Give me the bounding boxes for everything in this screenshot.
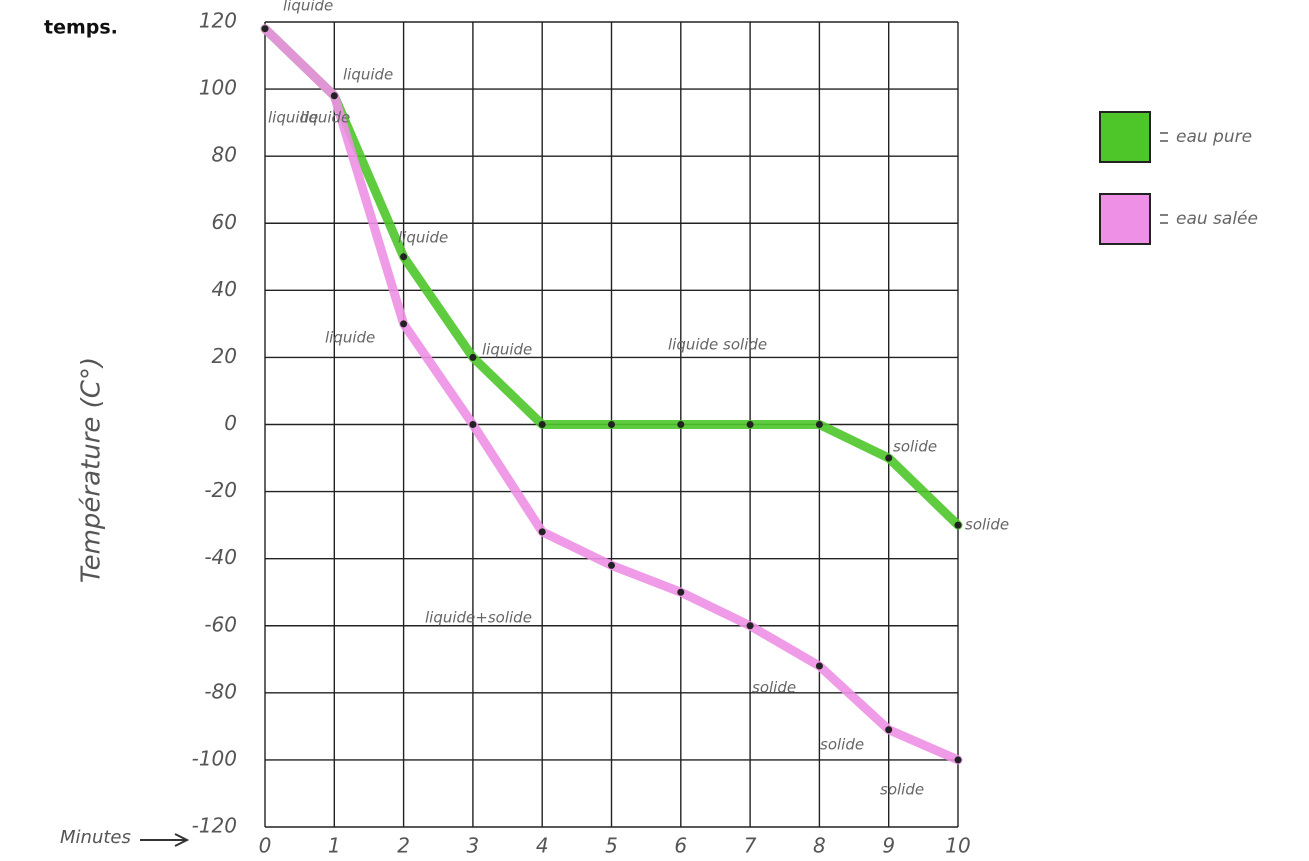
x-tick-label: 4 — [536, 834, 549, 858]
chart-title: temps. — [44, 17, 118, 39]
annotation: liquide — [300, 109, 350, 127]
data-point — [331, 92, 338, 99]
annotation: liquide — [343, 66, 393, 84]
data-point — [539, 421, 546, 428]
x-tick-label: 0 — [259, 834, 272, 858]
data-point — [400, 253, 407, 260]
y-tick-label: -100 — [192, 746, 237, 770]
legend-label: eau pure — [1176, 127, 1252, 147]
y-tick-label: 40 — [212, 277, 237, 301]
data-point — [400, 320, 407, 327]
y-tick-label: -20 — [204, 478, 237, 502]
x-axis-label: Minutes — [60, 827, 131, 848]
data-point — [469, 354, 476, 361]
annotation: liquide — [398, 229, 448, 247]
x-tick-label: 6 — [674, 834, 687, 858]
data-point — [816, 421, 823, 428]
data-point — [677, 589, 684, 596]
x-tick-label: 7 — [744, 834, 757, 858]
y-tick-label: -60 — [204, 612, 237, 636]
annotation: solide — [752, 679, 796, 697]
data-point — [469, 421, 476, 428]
x-tick-label: 2 — [397, 834, 410, 858]
y-tick-label: 0 — [224, 411, 237, 435]
legend-equals — [1160, 133, 1168, 141]
x-tick-label: 9 — [882, 834, 895, 858]
y-tick-label: -80 — [204, 679, 237, 703]
annotation: solide — [965, 516, 1009, 534]
data-point — [885, 726, 892, 733]
x-tick-label: 5 — [605, 834, 618, 858]
data-point — [262, 25, 269, 32]
y-tick-label: 20 — [212, 344, 237, 368]
annotation: liquide solide — [668, 336, 767, 354]
legend-equals — [1160, 215, 1168, 223]
legend-swatch — [1100, 194, 1150, 244]
annotation: liquide+solide — [425, 609, 532, 627]
data-point — [539, 528, 546, 535]
data-point — [955, 756, 962, 763]
data-point — [747, 421, 754, 428]
data-point — [955, 522, 962, 529]
y-tick-label: -40 — [204, 545, 237, 569]
x-tick-label: 10 — [945, 834, 970, 858]
annotation: solide — [893, 438, 937, 456]
x-tick-label: 1 — [328, 834, 341, 858]
data-point — [816, 663, 823, 670]
legend: eau pure eau salée — [1100, 112, 1258, 244]
data-point — [747, 622, 754, 629]
y-tick-label: 60 — [212, 210, 237, 234]
data-point — [677, 421, 684, 428]
data-point — [608, 421, 615, 428]
chart: temps. Minutes Température (C°) eau pure… — [0, 0, 1309, 861]
data-point — [608, 562, 615, 569]
y-axis-label: Température (C°) — [77, 357, 107, 583]
y-tick-label: -120 — [192, 814, 237, 838]
x-tick-label: 8 — [813, 834, 826, 858]
legend-swatch — [1100, 112, 1150, 162]
arrow — [140, 834, 187, 846]
legend-label: eau salée — [1176, 209, 1258, 229]
y-tick-label: 120 — [199, 9, 237, 33]
annotation: solide — [820, 736, 864, 754]
annotation: liquide — [482, 341, 532, 359]
x-tick-label: 3 — [467, 834, 480, 858]
annotation: solide — [880, 781, 924, 799]
annotation: liquide — [283, 0, 333, 15]
y-tick-label: 80 — [212, 143, 237, 167]
data-point — [885, 455, 892, 462]
annotation: liquide — [325, 329, 375, 347]
y-tick-label: 100 — [199, 76, 237, 100]
